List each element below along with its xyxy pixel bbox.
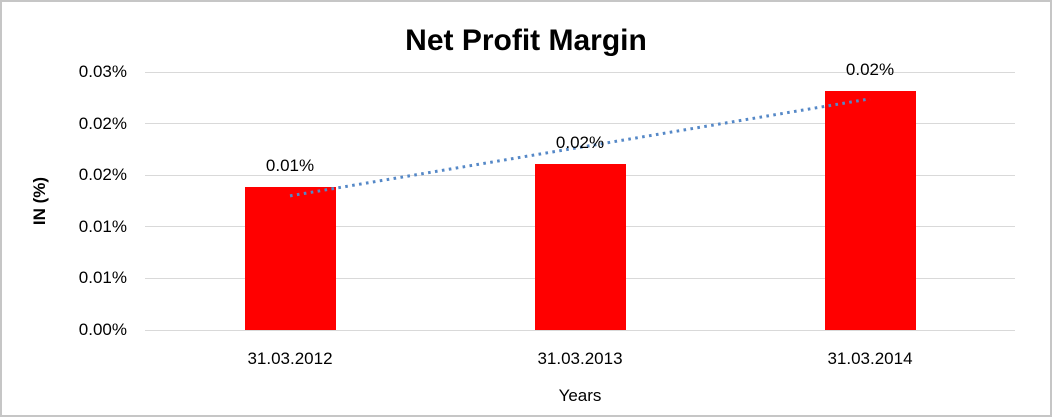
y-tick-label: 0.02% bbox=[78, 165, 127, 185]
data-label: 0.02% bbox=[845, 59, 895, 79]
plot-area: 0.01% 0.02% 0.02% bbox=[145, 60, 1015, 331]
y-tick-label: 0.01% bbox=[78, 268, 127, 288]
data-label: 0.01% bbox=[265, 155, 315, 175]
y-tick-label: 0.03% bbox=[78, 62, 127, 81]
gridline bbox=[145, 329, 1015, 331]
bar-31.03.2013 bbox=[534, 163, 626, 330]
bar-31.03.2012 bbox=[244, 186, 336, 330]
chart-title: Net Profit Margin bbox=[405, 24, 647, 57]
trendline-path bbox=[289, 97, 871, 198]
y-axis-tick-labels: 0.03% 0.02% 0.02% 0.01% 0.01% 0.00% bbox=[2, 62, 127, 339]
x-tick-label: 31.03.2014 bbox=[827, 349, 913, 368]
x-tick-label: 31.03.2012 bbox=[247, 349, 333, 368]
trendline bbox=[289, 97, 871, 198]
gridline bbox=[145, 123, 1015, 125]
x-tick-label: 31.03.2013 bbox=[537, 349, 623, 368]
x-axis-title: Years bbox=[558, 386, 602, 405]
bar-31.03.2014 bbox=[824, 90, 916, 330]
x-axis-tick-labels: 31.03.2012 31.03.2013 31.03.2014 bbox=[145, 349, 1015, 371]
y-tick-label: 0.01% bbox=[78, 216, 127, 236]
y-tick-label: 0.02% bbox=[78, 113, 127, 133]
gridline bbox=[145, 71, 1015, 73]
data-label: 0.02% bbox=[555, 132, 605, 152]
y-tick-label: 0.00% bbox=[78, 320, 127, 339]
